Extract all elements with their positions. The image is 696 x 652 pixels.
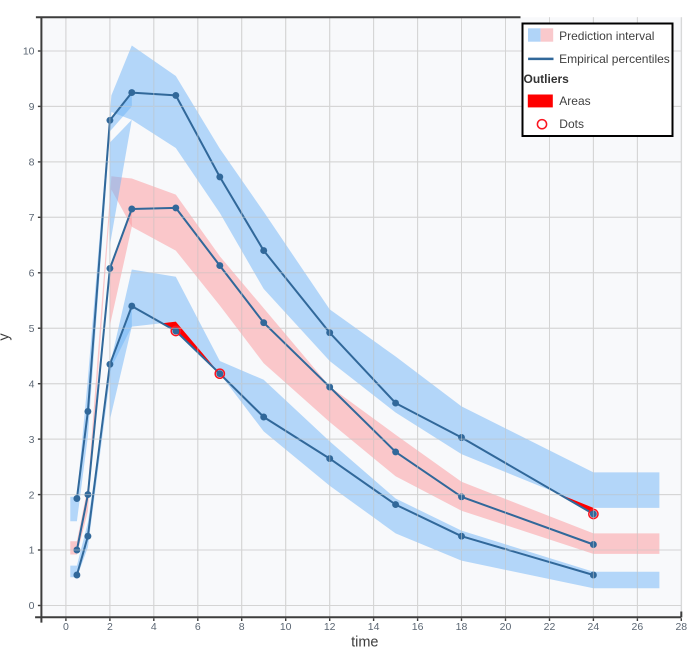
svg-text:y: y	[0, 333, 13, 341]
svg-text:5: 5	[29, 323, 35, 335]
svg-text:7: 7	[29, 212, 35, 224]
svg-text:Prediction interval: Prediction interval	[559, 29, 654, 43]
svg-text:12: 12	[324, 621, 336, 633]
svg-text:8: 8	[239, 621, 245, 633]
svg-text:9: 9	[29, 101, 35, 113]
svg-text:6: 6	[29, 268, 35, 280]
svg-text:Areas: Areas	[559, 94, 590, 108]
svg-text:16: 16	[412, 621, 424, 633]
svg-text:time: time	[351, 635, 378, 651]
svg-text:4: 4	[29, 378, 35, 390]
svg-text:Dots: Dots	[559, 117, 584, 131]
svg-text:24: 24	[588, 621, 600, 633]
svg-text:Outliers: Outliers	[524, 72, 570, 86]
svg-text:Empirical percentiles: Empirical percentiles	[559, 52, 670, 66]
svg-text:10: 10	[280, 621, 292, 633]
svg-text:18: 18	[456, 621, 468, 633]
svg-text:2: 2	[29, 489, 35, 501]
svg-text:20: 20	[500, 621, 512, 633]
svg-text:4: 4	[151, 621, 157, 633]
svg-text:14: 14	[368, 621, 380, 633]
svg-text:1: 1	[29, 545, 35, 557]
svg-text:22: 22	[544, 621, 556, 633]
svg-text:2: 2	[107, 621, 113, 633]
svg-text:8: 8	[29, 157, 35, 169]
svg-text:28: 28	[675, 621, 687, 633]
svg-text:0: 0	[63, 621, 69, 633]
svg-text:26: 26	[632, 621, 644, 633]
svg-text:3: 3	[29, 434, 35, 446]
svg-text:10: 10	[23, 46, 35, 58]
svg-text:6: 6	[195, 621, 201, 633]
svg-text:0: 0	[29, 600, 35, 612]
